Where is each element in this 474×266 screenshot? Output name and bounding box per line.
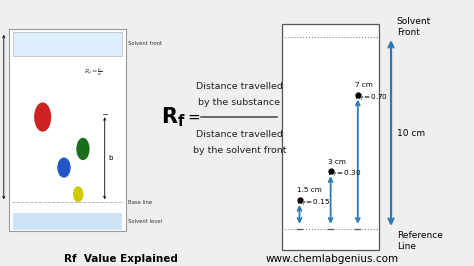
Text: 3 cm: 3 cm — [328, 159, 346, 165]
Text: $\mathbf{R_f}$: $\mathbf{R_f}$ — [161, 105, 186, 129]
Text: $R_f = 0.70$: $R_f = 0.70$ — [356, 93, 389, 103]
Text: www.chemlabgenius.com: www.chemlabgenius.com — [265, 254, 398, 264]
Bar — [13, 213, 122, 230]
Text: 10 cm: 10 cm — [397, 128, 425, 138]
Bar — [9, 29, 126, 231]
Text: $R_f = \frac{b}{a}$: $R_f = \frac{b}{a}$ — [84, 66, 102, 78]
Text: by the solvent front: by the solvent front — [192, 146, 286, 155]
Text: by the substance: by the substance — [199, 98, 280, 107]
Bar — [13, 32, 122, 56]
Text: Solvent
Front: Solvent Front — [397, 16, 431, 37]
Text: Distance travelled: Distance travelled — [196, 82, 283, 91]
Ellipse shape — [34, 102, 51, 132]
Text: Rf  Value Explained: Rf Value Explained — [64, 254, 178, 264]
Text: 1.5 cm: 1.5 cm — [297, 187, 322, 193]
Text: Base line: Base line — [128, 200, 152, 205]
Text: 7 cm: 7 cm — [356, 82, 374, 88]
Text: =: = — [187, 110, 200, 124]
Text: Distance travelled: Distance travelled — [196, 130, 283, 139]
Ellipse shape — [76, 138, 90, 160]
Text: Solvent front: Solvent front — [128, 41, 162, 46]
Text: b: b — [108, 155, 113, 161]
Ellipse shape — [73, 186, 83, 202]
Text: $R_f = 0.30$: $R_f = 0.30$ — [328, 169, 362, 179]
Text: Solvent level: Solvent level — [128, 219, 162, 224]
Text: Reference
Line: Reference Line — [397, 231, 443, 251]
Ellipse shape — [57, 157, 71, 178]
Text: $R_f = 0.15$: $R_f = 0.15$ — [297, 198, 330, 208]
Bar — [282, 24, 379, 250]
